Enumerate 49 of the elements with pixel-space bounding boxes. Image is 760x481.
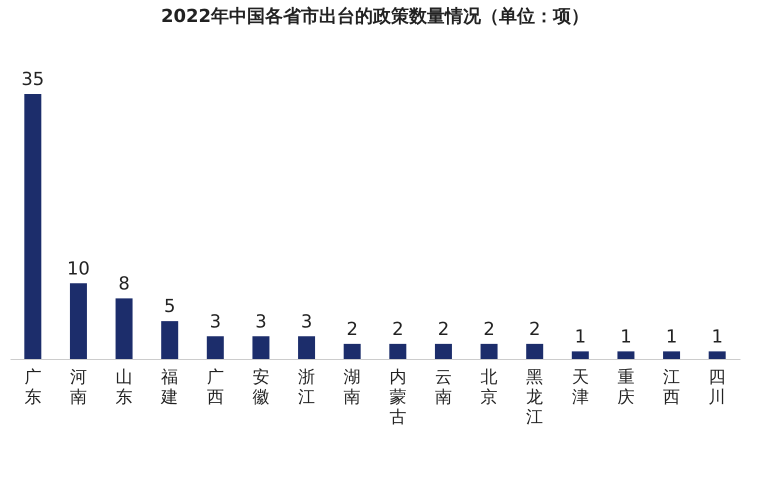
bar [70, 283, 87, 359]
x-tick-label: 黑龙江 [526, 368, 544, 428]
data-label: 5 [164, 296, 176, 318]
x-tick-label: 四川 [708, 368, 726, 408]
bar [298, 336, 316, 359]
x-tick-label: 江西 [663, 368, 680, 408]
bar [663, 351, 680, 359]
bar [434, 344, 452, 359]
data-label: 1 [666, 326, 678, 348]
bar [116, 298, 133, 359]
data-label: 3 [300, 311, 312, 332]
x-tick-label: 河南 [70, 368, 87, 408]
data-label: 2 [483, 318, 495, 340]
bar [526, 344, 544, 359]
bar [617, 351, 634, 359]
x-tick-label: 湖南 [344, 368, 361, 408]
x-tick-label: 广东 [24, 368, 42, 408]
data-label: 2 [346, 318, 358, 340]
data-label: 8 [118, 273, 130, 294]
x-tick-label: 天津 [572, 368, 589, 408]
x-tick-label: 福建 [160, 368, 178, 408]
bar [572, 351, 589, 359]
data-label: 1 [620, 326, 632, 348]
bar [480, 344, 498, 359]
x-tick-label: 内蒙古 [389, 368, 406, 428]
data-label: 2 [438, 318, 450, 340]
x-tick-label: 北京 [480, 368, 498, 408]
bar [24, 94, 42, 359]
data-label: 3 [210, 311, 222, 332]
x-tick-label: 广西 [206, 368, 224, 408]
x-tick-label: 安徽 [252, 368, 270, 408]
data-label: 2 [528, 318, 540, 340]
data-label: 10 [66, 258, 90, 280]
data-label: 2 [392, 318, 404, 340]
bar [252, 336, 270, 359]
data-label: 3 [255, 311, 267, 332]
bar [206, 336, 224, 359]
bar [708, 351, 726, 359]
x-tick-label: 山东 [116, 368, 133, 408]
chart-title: 2022年中国各省市出台的政策数量情况（单位：项） [160, 6, 590, 27]
bar [389, 344, 406, 359]
x-tick-label: 云南 [434, 368, 452, 408]
data-label: 35 [21, 69, 44, 90]
data-label: 1 [574, 326, 586, 348]
x-tick-label: 浙江 [298, 368, 316, 408]
data-label: 1 [711, 326, 723, 348]
bar [344, 344, 361, 359]
x-tick-label: 重庆 [617, 368, 634, 408]
bar [161, 321, 178, 359]
